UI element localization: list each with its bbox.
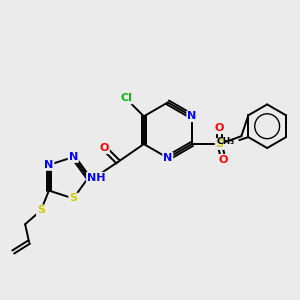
Text: N: N	[69, 152, 78, 162]
Text: Cl: Cl	[120, 94, 132, 103]
Text: O: O	[219, 155, 228, 165]
Text: N: N	[187, 111, 196, 121]
Text: S: S	[37, 206, 45, 215]
Text: N: N	[44, 160, 53, 170]
Text: NH: NH	[87, 173, 106, 183]
Text: O: O	[100, 143, 109, 153]
Text: S: S	[69, 194, 77, 203]
Text: CH₃: CH₃	[216, 136, 234, 146]
Text: N: N	[163, 153, 172, 163]
Text: S: S	[216, 139, 224, 149]
Text: O: O	[215, 123, 224, 133]
